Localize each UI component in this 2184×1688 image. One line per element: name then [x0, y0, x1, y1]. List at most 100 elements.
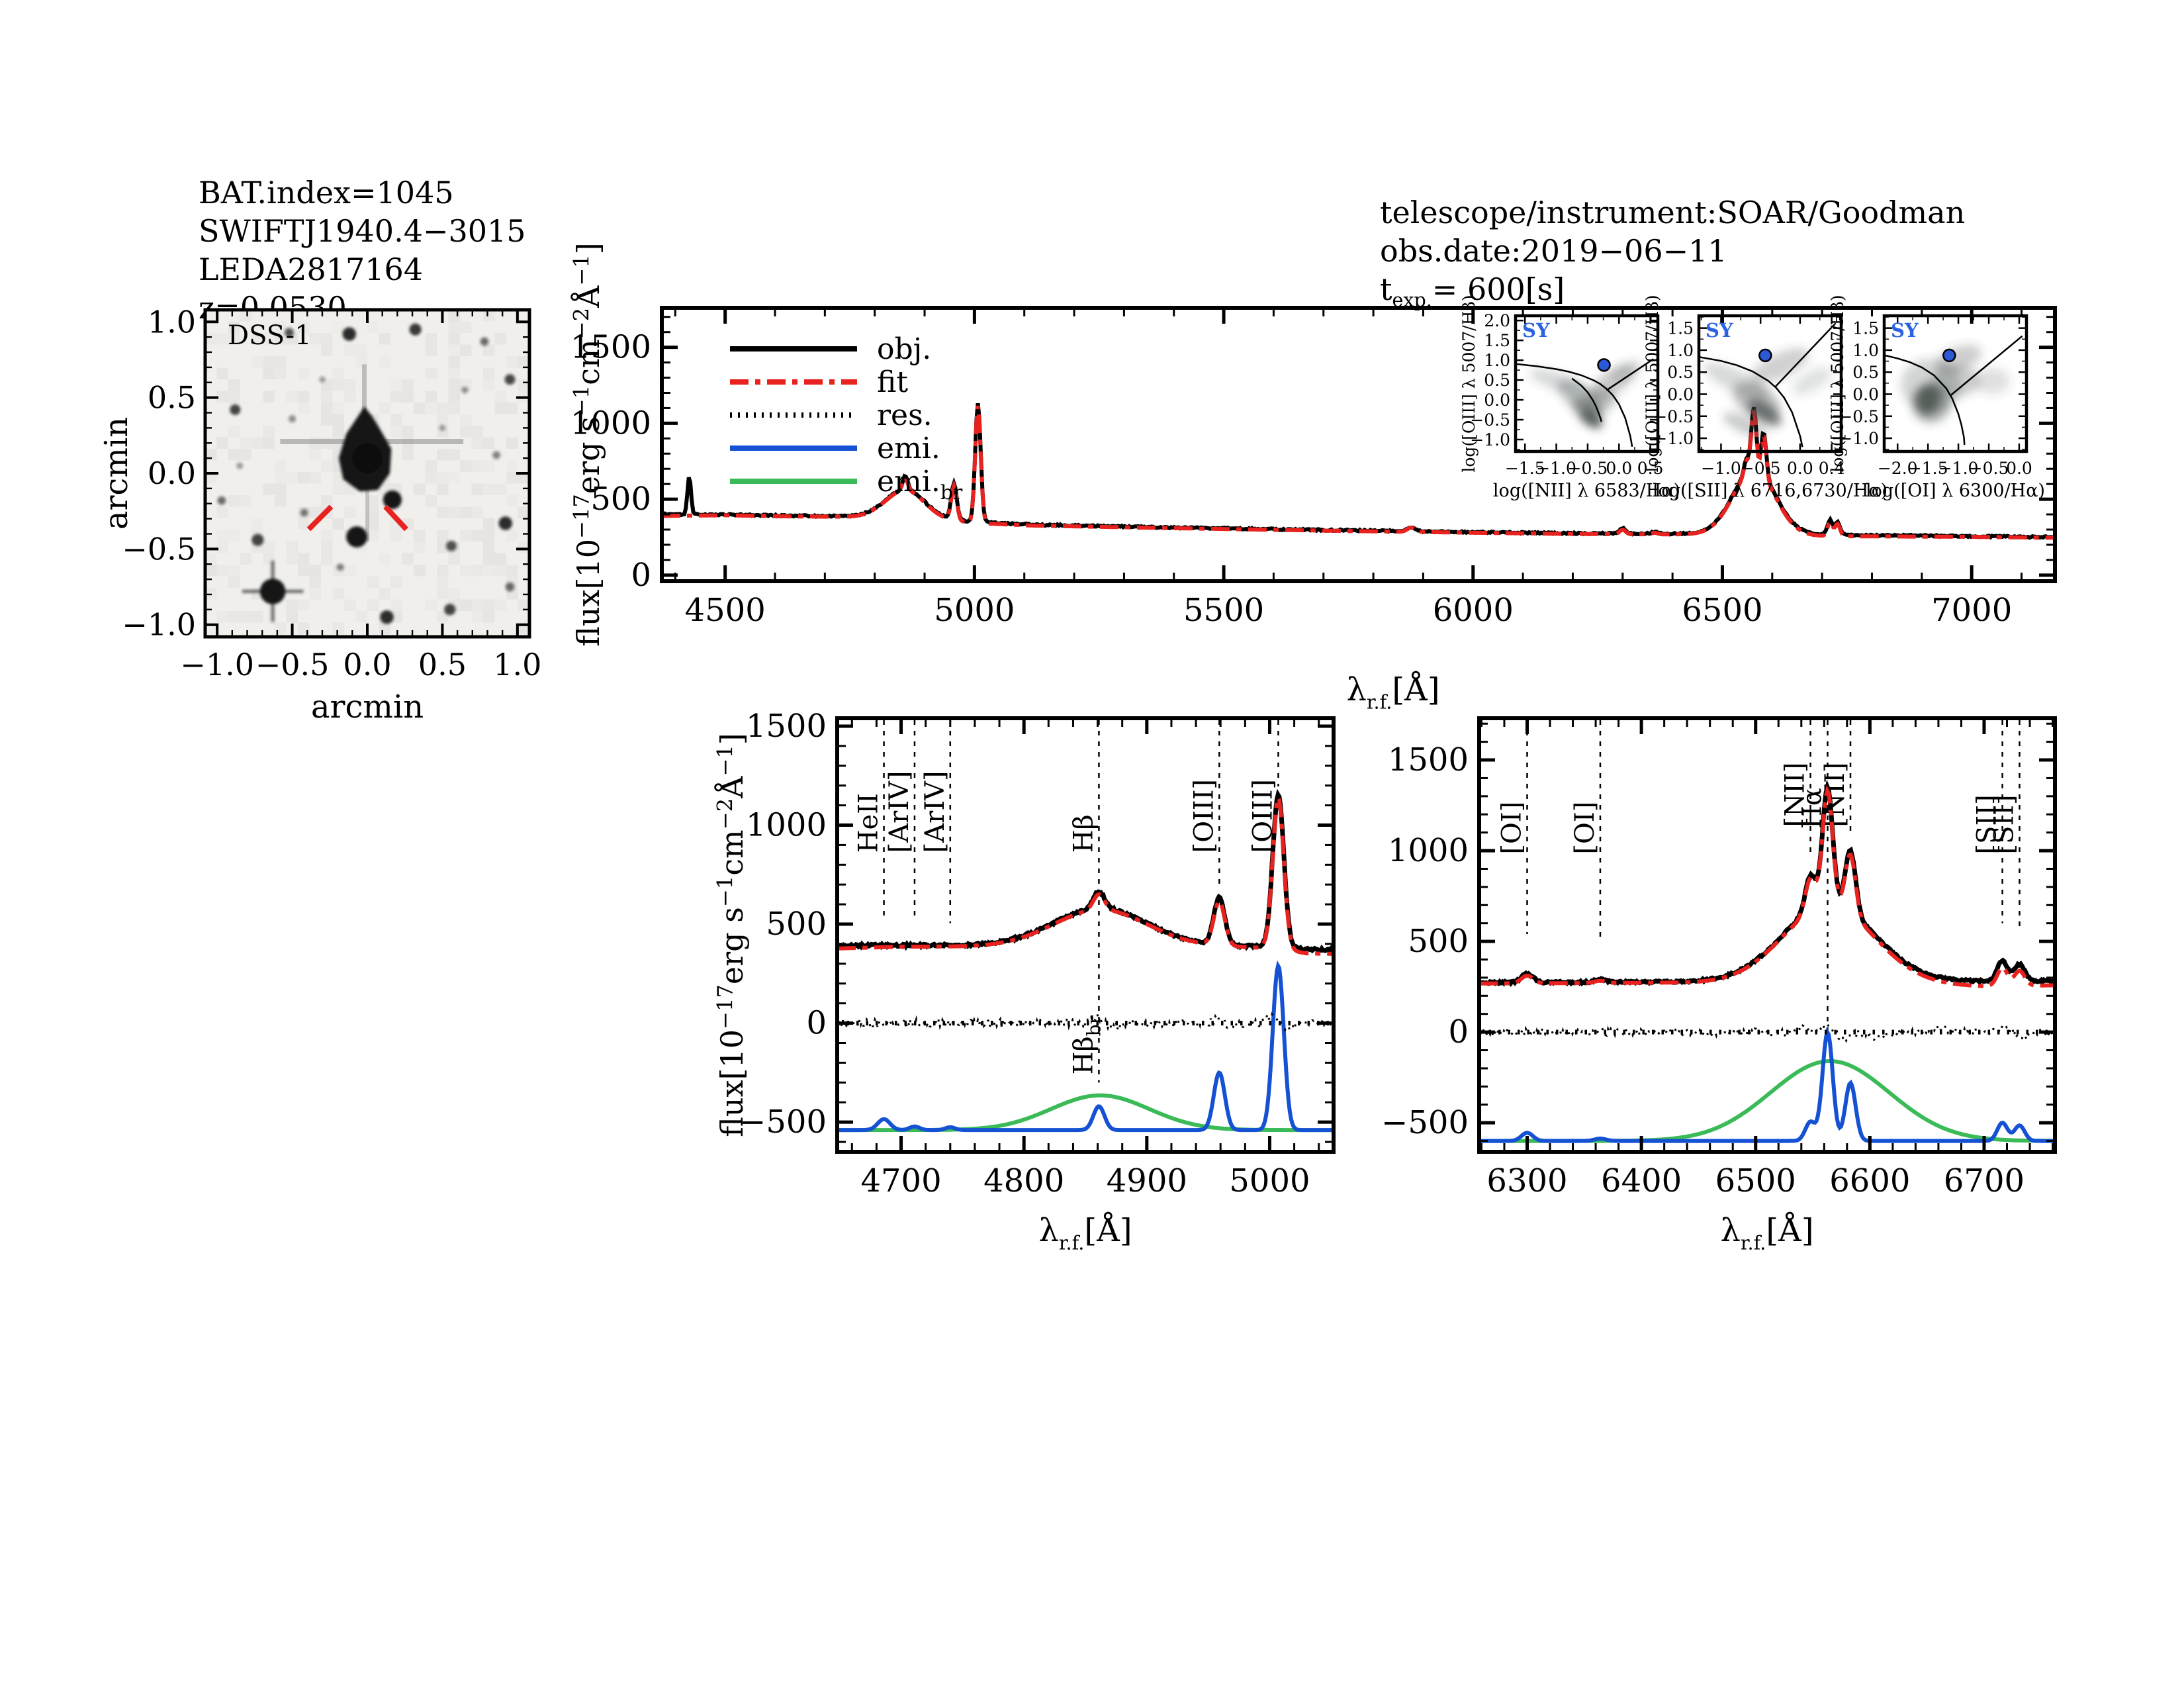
noise-cell	[205, 565, 217, 577]
curve-seyfert_liner	[1774, 322, 1837, 387]
noise-cell	[228, 576, 240, 588]
noise-cell	[460, 599, 472, 611]
label-segment: ]	[570, 242, 606, 254]
star-dot	[383, 490, 402, 510]
noise-cell	[379, 356, 391, 368]
noise-cell	[448, 310, 460, 322]
noise-cell	[483, 367, 495, 379]
noise-cell	[287, 472, 298, 484]
label-segment: br	[940, 481, 963, 504]
noise-cell	[518, 599, 529, 611]
noise-cell	[437, 588, 449, 600]
y-tick-label: −500	[739, 1103, 827, 1141]
noise-cell	[379, 402, 391, 414]
y-tick-label: 1.0	[148, 304, 196, 340]
label-segment: Å	[570, 285, 606, 308]
x-tick-label: −0.5	[255, 647, 330, 682]
line-label-[OIII]: [OIII]	[1189, 779, 1219, 853]
noise-cell	[460, 414, 472, 426]
noise-cell	[414, 402, 426, 414]
noise-cell	[448, 356, 460, 368]
noise-cell	[205, 553, 217, 565]
y-tick-label: 0.5	[148, 380, 196, 416]
line-label-[OI]: [OI]	[1497, 802, 1527, 855]
noise-cell	[449, 368, 461, 380]
y-tick-label: −0.5	[122, 531, 196, 567]
x-axis-title: λr.f.[Å]	[1720, 1211, 1813, 1254]
y-tick-label: −1.0	[1839, 429, 1879, 448]
noise-cell	[471, 483, 483, 495]
x-tick-label: 6500	[1715, 1162, 1796, 1199]
x-tick-label: 6500	[1682, 592, 1762, 629]
y-tick-label: 0.0	[148, 455, 196, 491]
noise-cell	[310, 449, 322, 461]
y-tick-label: 0	[806, 1005, 827, 1042]
noise-cell	[251, 437, 263, 449]
x-tick-label: −0.5	[1568, 459, 1608, 478]
noise-cell	[240, 553, 251, 565]
line-label-[ArIV]: [ArIV]	[920, 771, 950, 853]
noise-cell	[425, 367, 437, 379]
label-segment: emi.	[877, 432, 940, 465]
label-segment: −1	[569, 385, 594, 416]
noise-cell	[216, 367, 228, 379]
noise-cell	[448, 321, 460, 333]
noise-cell	[356, 611, 368, 623]
y-tick-label: 0.5	[1484, 371, 1510, 390]
target-info-block: BAT.index=1045 SWIFTJ1940.4−3015 LEDA281…	[199, 173, 526, 327]
bpt-data-point	[1597, 358, 1611, 372]
x-tick-label: −1.0	[180, 647, 254, 682]
noise-cell	[275, 472, 287, 484]
series-fit	[662, 405, 2055, 540]
noise-cell	[228, 449, 240, 461]
y-tick-label: 1.0	[1852, 341, 1879, 360]
star	[346, 526, 367, 547]
x-axis-title: arcmin	[311, 688, 424, 726]
seyfert-class-label: SY	[1891, 319, 1919, 342]
density-blob	[1751, 348, 1810, 383]
density-blob	[1610, 360, 1643, 383]
noise-cell	[483, 484, 495, 496]
star	[289, 415, 296, 423]
curve-kewley	[1884, 354, 1966, 445]
y-tick-label: 0	[1448, 1013, 1469, 1051]
y-tick-label: 1500	[1388, 741, 1469, 778]
noise-cell	[298, 402, 310, 414]
bpt-data-point	[1942, 348, 1956, 363]
noise-cell	[309, 472, 321, 484]
star	[444, 604, 456, 616]
noise-cell	[483, 611, 495, 623]
y-axis-title: log([OIII] λ 5007/Hβ)	[1828, 295, 1847, 472]
noise-cell	[240, 449, 251, 461]
noise-cell	[379, 588, 390, 600]
label-segment: flux[10	[570, 539, 606, 647]
noise-cell	[332, 414, 344, 426]
curve-seyfert_liner	[1606, 358, 1655, 391]
series-emi_br	[1479, 1059, 2055, 1143]
y-tick-label: −1.0	[1470, 430, 1510, 449]
x-tick-label: 6300	[1486, 1162, 1567, 1199]
y-tick-label: −0.5	[1839, 407, 1879, 426]
x-tick-label: 6700	[1944, 1162, 2025, 1199]
noise-cell	[483, 599, 495, 611]
bpt_oi-panel: −2.0−1.5−1.0−0.50.0−1.0−0.50.00.51.01.5l…	[1828, 295, 2045, 501]
noise-cell	[275, 495, 287, 507]
y-tick-label: 500	[1408, 923, 1469, 960]
star-dot	[289, 415, 296, 423]
line-label-[ArIV]: [ArIV]	[884, 771, 915, 853]
noise-cell	[437, 565, 449, 577]
star-dot	[230, 404, 241, 415]
star	[439, 424, 445, 431]
label-segment: erg s	[570, 416, 606, 494]
y-axis-title: log([OIII] λ 5007/Hβ)	[1643, 295, 1662, 472]
legend-label-4: emi.br	[877, 465, 963, 504]
noise-cell	[333, 623, 345, 635]
label-segment: erg s	[714, 907, 750, 984]
noise-cell	[483, 344, 495, 356]
x-tick-label: 5000	[1229, 1162, 1310, 1199]
star-dot	[492, 451, 500, 459]
noise-cell	[506, 565, 518, 577]
x-tick-label: 0.0	[1787, 459, 1813, 478]
noise-cell	[275, 622, 287, 634]
noise-cell	[506, 437, 518, 449]
